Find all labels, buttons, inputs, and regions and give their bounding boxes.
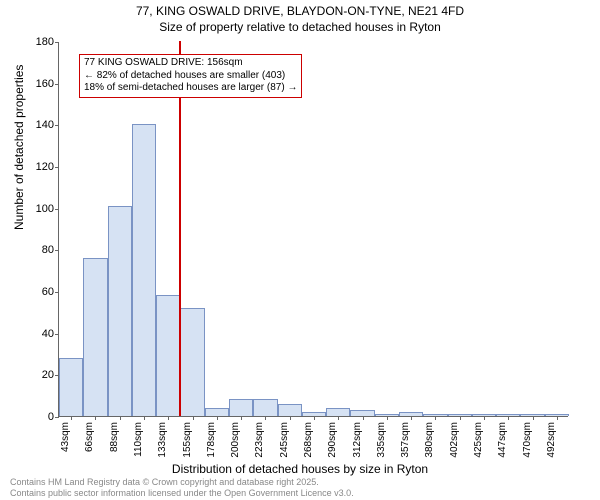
- x-tick-label: 492sqm: [546, 422, 557, 458]
- x-tick: [484, 416, 485, 420]
- histogram-bar: [156, 295, 180, 416]
- histogram-bar: [83, 258, 107, 416]
- x-tick-label: 110sqm: [133, 422, 144, 457]
- histogram-bar: [132, 124, 156, 416]
- x-tick: [508, 416, 509, 420]
- x-tick: [435, 416, 436, 420]
- x-tick-label: 312sqm: [352, 422, 363, 458]
- x-tick-label: 200sqm: [230, 422, 241, 458]
- y-tick: [55, 84, 59, 85]
- histogram-bar: [326, 408, 350, 416]
- y-tick: [55, 42, 59, 43]
- y-tick-label: 120: [36, 161, 54, 173]
- y-tick-label: 100: [36, 203, 54, 215]
- x-tick: [557, 416, 558, 420]
- y-axis-label: Number of detached properties: [12, 65, 26, 230]
- x-tick-label: 268sqm: [303, 422, 314, 458]
- histogram-bar: [108, 206, 132, 416]
- y-tick-label: 160: [36, 78, 54, 90]
- x-tick: [533, 416, 534, 420]
- x-tick: [144, 416, 145, 420]
- y-tick: [55, 292, 59, 293]
- x-tick: [168, 416, 169, 420]
- y-tick-label: 40: [42, 328, 54, 340]
- title-line2: Size of property relative to detached ho…: [0, 20, 600, 36]
- y-tick: [55, 167, 59, 168]
- y-tick-label: 180: [36, 36, 54, 48]
- x-tick: [71, 416, 72, 420]
- license-line1: Contains HM Land Registry data © Crown c…: [10, 477, 354, 488]
- x-tick-label: 402sqm: [449, 422, 460, 458]
- x-tick-label: 66sqm: [84, 422, 95, 452]
- x-tick: [265, 416, 266, 420]
- annotation-line3: 18% of semi-detached houses are larger (…: [84, 82, 297, 95]
- x-tick-label: 223sqm: [254, 422, 265, 458]
- x-tick: [193, 416, 194, 420]
- x-tick: [217, 416, 218, 420]
- y-tick-label: 140: [36, 119, 54, 131]
- x-tick-label: 88sqm: [109, 422, 120, 452]
- title-line1: 77, KING OSWALD DRIVE, BLAYDON-ON-TYNE, …: [0, 4, 600, 20]
- chart-plot-area: 43sqm66sqm88sqm110sqm133sqm155sqm178sqm2…: [58, 42, 568, 417]
- y-tick-label: 60: [42, 286, 54, 298]
- license-line2: Contains public sector information licen…: [10, 488, 354, 499]
- chart-title: 77, KING OSWALD DRIVE, BLAYDON-ON-TYNE, …: [0, 4, 600, 35]
- x-tick: [290, 416, 291, 420]
- annotation-line2: ← 82% of detached houses are smaller (40…: [84, 70, 297, 83]
- x-tick-label: 335sqm: [376, 422, 387, 458]
- histogram-bar: [278, 404, 302, 417]
- x-tick-label: 133sqm: [157, 422, 168, 458]
- license-text: Contains HM Land Registry data © Crown c…: [10, 477, 354, 499]
- x-tick-label: 245sqm: [279, 422, 290, 458]
- annotation-line1: 77 KING OSWALD DRIVE: 156sqm: [84, 57, 297, 70]
- y-tick: [55, 209, 59, 210]
- x-tick: [363, 416, 364, 420]
- y-tick-label: 80: [42, 244, 54, 256]
- histogram-bar: [59, 358, 83, 416]
- y-tick: [55, 417, 59, 418]
- x-tick: [460, 416, 461, 420]
- histogram-bar: [253, 399, 277, 416]
- y-tick-label: 20: [42, 369, 54, 381]
- x-tick: [241, 416, 242, 420]
- x-tick-label: 447sqm: [497, 422, 508, 458]
- y-tick: [55, 250, 59, 251]
- x-axis-label: Distribution of detached houses by size …: [0, 462, 600, 476]
- x-tick-label: 380sqm: [424, 422, 435, 458]
- x-tick: [120, 416, 121, 420]
- y-tick: [55, 334, 59, 335]
- x-tick: [387, 416, 388, 420]
- y-tick: [55, 125, 59, 126]
- histogram-bar: [180, 308, 204, 416]
- x-tick: [411, 416, 412, 420]
- x-tick-label: 470sqm: [522, 422, 533, 458]
- histogram-bar: [229, 399, 253, 416]
- x-tick: [314, 416, 315, 420]
- x-tick-label: 178sqm: [206, 422, 217, 458]
- x-tick-label: 290sqm: [327, 422, 338, 458]
- x-tick-label: 357sqm: [400, 422, 411, 458]
- annotation-box: 77 KING OSWALD DRIVE: 156sqm← 82% of det…: [79, 54, 302, 98]
- x-tick-label: 425sqm: [473, 422, 484, 458]
- x-tick-label: 43sqm: [60, 422, 71, 452]
- y-tick-label: 0: [48, 411, 54, 423]
- x-tick: [338, 416, 339, 420]
- x-tick-label: 155sqm: [182, 422, 193, 458]
- histogram-bar: [205, 408, 229, 416]
- x-tick: [95, 416, 96, 420]
